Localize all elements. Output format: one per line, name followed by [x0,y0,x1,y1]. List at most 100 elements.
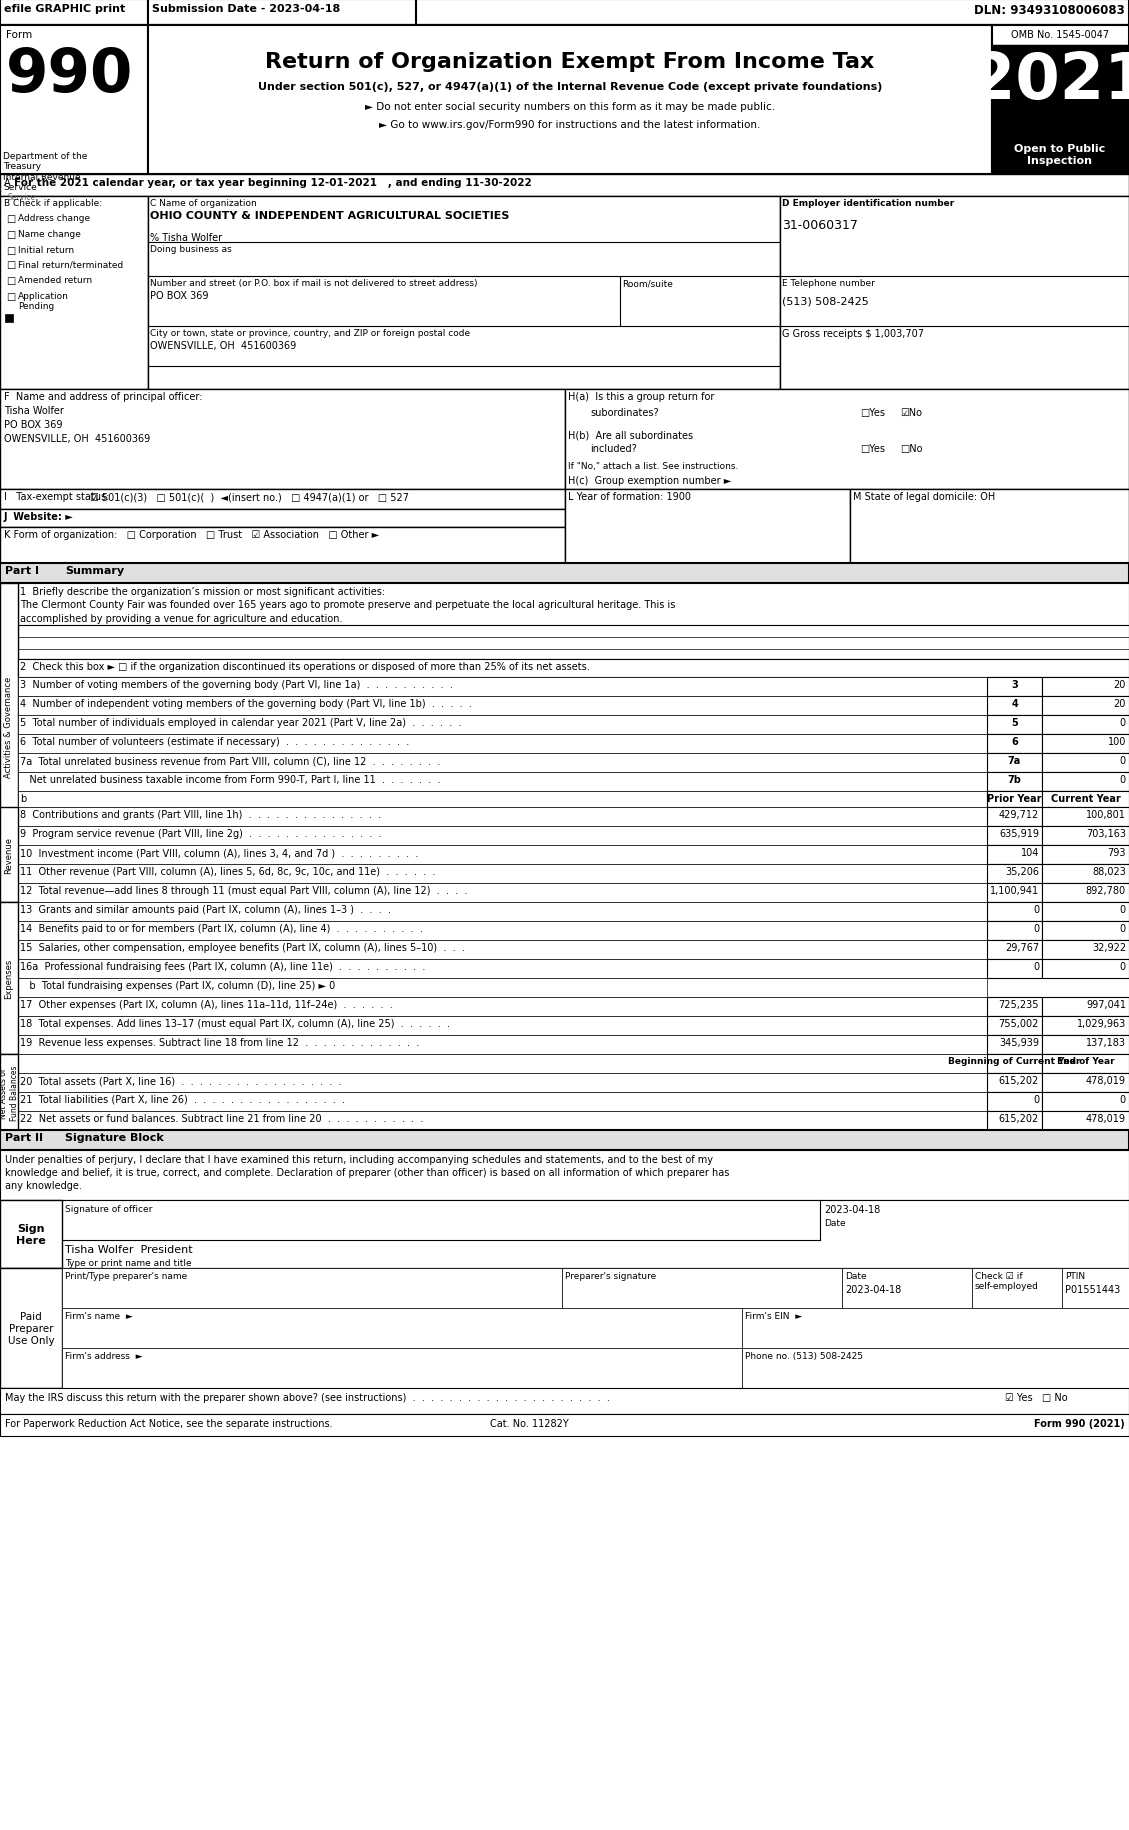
Text: Part II: Part II [5,1133,43,1142]
Bar [18,1036,987,1054]
Text: Submission Date - 2023-04-18: Submission Date - 2023-04-18 [152,4,340,15]
Bar [18,864,987,884]
Text: Signature Block: Signature Block [65,1133,164,1142]
Text: Tisha Wolfer  President: Tisha Wolfer President [65,1244,193,1254]
Bar [562,1268,842,1308]
Bar [18,1074,987,1093]
Text: May the IRS discuss this return with the preparer shown above? (see instructions: May the IRS discuss this return with the… [5,1393,610,1402]
Bar [0,511,564,527]
Bar [1042,922,1129,941]
Bar [1042,1054,1129,1074]
Text: 0: 0 [1120,717,1126,728]
Bar [62,1349,742,1389]
Text: Prior Year: Prior Year [987,794,1042,803]
Bar [0,198,148,390]
Text: Summary: Summary [65,565,124,576]
Text: 1,029,963: 1,029,963 [1077,1019,1126,1028]
Bar [1042,716,1129,734]
Bar [987,734,1042,754]
Bar [987,1074,1042,1093]
Text: subordinates?: subordinates? [590,408,658,417]
Bar [987,845,1042,864]
Text: 2  Check this box ► □ if the organization discontinued its operations or dispose: 2 Check this box ► □ if the organization… [20,662,589,672]
Text: OWENSVILLE, OH  451600369: OWENSVILLE, OH 451600369 [150,340,296,351]
Text: 0: 0 [1033,961,1039,972]
Text: 29,767: 29,767 [1005,942,1039,952]
Text: 8  Contributions and grants (Part VIII, line 1h)  .  .  .  .  .  .  .  .  .  .  : 8 Contributions and grants (Part VIII, l… [20,809,382,820]
Text: 19  Revenue less expenses. Subtract line 18 from line 12  .  .  .  .  .  .  .  .: 19 Revenue less expenses. Subtract line … [20,1038,419,1047]
Bar [1042,1074,1129,1093]
Bar [987,997,1042,1016]
Text: Expenses: Expenses [5,959,14,999]
Text: For Paperwork Reduction Act Notice, see the separate instructions.: For Paperwork Reduction Act Notice, see … [5,1418,333,1427]
Bar [0,26,1129,176]
Text: Firm's name  ►: Firm's name ► [65,1312,133,1319]
Bar [987,1111,1042,1131]
Text: 0: 0 [1120,774,1126,785]
Bar [564,390,1129,490]
Bar [1042,1016,1129,1036]
Text: 0: 0 [1120,1094,1126,1103]
Text: 478,019: 478,019 [1086,1076,1126,1085]
Text: 5  Total number of individuals employed in calendar year 2021 (Part V, line 2a) : 5 Total number of individuals employed i… [20,717,462,728]
Text: Activities & Governance: Activities & Governance [5,675,14,778]
Bar [0,1268,62,1389]
Text: 20: 20 [1113,679,1126,690]
Text: Check ☑ if
self-employed: Check ☑ if self-employed [975,1272,1039,1290]
Text: Form: Form [6,29,33,40]
Text: 100: 100 [1108,737,1126,747]
Text: 1  Briefly describe the organization’s mission or most significant activities:: 1 Briefly describe the organization’s mi… [20,587,385,597]
Text: 11  Other revenue (Part VIII, column (A), lines 5, 6d, 8c, 9c, 10c, and 11e)  . : 11 Other revenue (Part VIII, column (A),… [20,867,436,877]
Text: included?: included? [590,443,637,454]
Text: C Name of organization: C Name of organization [150,199,256,209]
Text: 0: 0 [1033,904,1039,915]
Bar [842,1268,972,1308]
Bar [0,1268,1129,1389]
Bar [987,772,1042,792]
Text: E Telephone number: E Telephone number [782,278,875,287]
Text: 104: 104 [1021,847,1039,858]
Bar [1042,734,1129,754]
Bar [1042,997,1129,1016]
Text: 0: 0 [1120,756,1126,765]
Text: Date: Date [824,1219,846,1228]
Text: Part I: Part I [5,565,40,576]
Bar [18,827,987,845]
Bar [0,1389,1129,1415]
Text: 997,041: 997,041 [1086,999,1126,1010]
Bar [0,807,18,902]
Bar [1042,941,1129,959]
Bar [0,1151,1129,1200]
Text: □: □ [6,260,16,269]
Text: ► Go to www.irs.gov/Form990 for instructions and the latest information.: ► Go to www.irs.gov/Form990 for instruct… [379,121,761,130]
Text: P01551443: P01551443 [1065,1285,1120,1294]
Text: 703,163: 703,163 [1086,829,1126,838]
Bar [987,959,1042,979]
Text: 17  Other expenses (Part IX, column (A), lines 11a–11d, 11f–24e)  .  .  .  .  . : 17 Other expenses (Part IX, column (A), … [20,999,393,1010]
Bar [1042,845,1129,864]
Text: □: □ [6,245,16,256]
Text: A: A [5,178,10,188]
Text: 478,019: 478,019 [1086,1113,1126,1124]
Bar [987,827,1042,845]
Text: 4: 4 [1012,699,1018,708]
Text: 990: 990 [6,46,133,104]
Text: H(a)  Is this a group return for: H(a) Is this a group return for [568,392,715,403]
Bar [1042,1093,1129,1111]
Bar [148,0,415,26]
Bar [18,677,987,697]
Text: City or town, state or province, country, and ZIP or foreign postal code: City or town, state or province, country… [150,329,470,339]
Text: Under penalties of perjury, I declare that I have examined this return, includin: Under penalties of perjury, I declare th… [5,1155,714,1164]
Bar [850,490,1129,564]
Bar [564,490,850,564]
Bar [62,1308,742,1349]
Text: 22  Net assets or fund balances. Subtract line 21 from line 20  .  .  .  .  .  .: 22 Net assets or fund balances. Subtract… [20,1113,423,1124]
Bar [148,198,780,390]
Text: OWENSVILLE, OH  451600369: OWENSVILLE, OH 451600369 [5,434,150,443]
Bar [992,141,1129,176]
Text: 18  Total expenses. Add lines 13–17 (must equal Part IX, column (A), line 25)  .: 18 Total expenses. Add lines 13–17 (must… [20,1019,450,1028]
Bar [0,0,148,26]
Bar [1042,864,1129,884]
Text: efile GRAPHIC print: efile GRAPHIC print [5,4,125,15]
Bar [1042,772,1129,792]
